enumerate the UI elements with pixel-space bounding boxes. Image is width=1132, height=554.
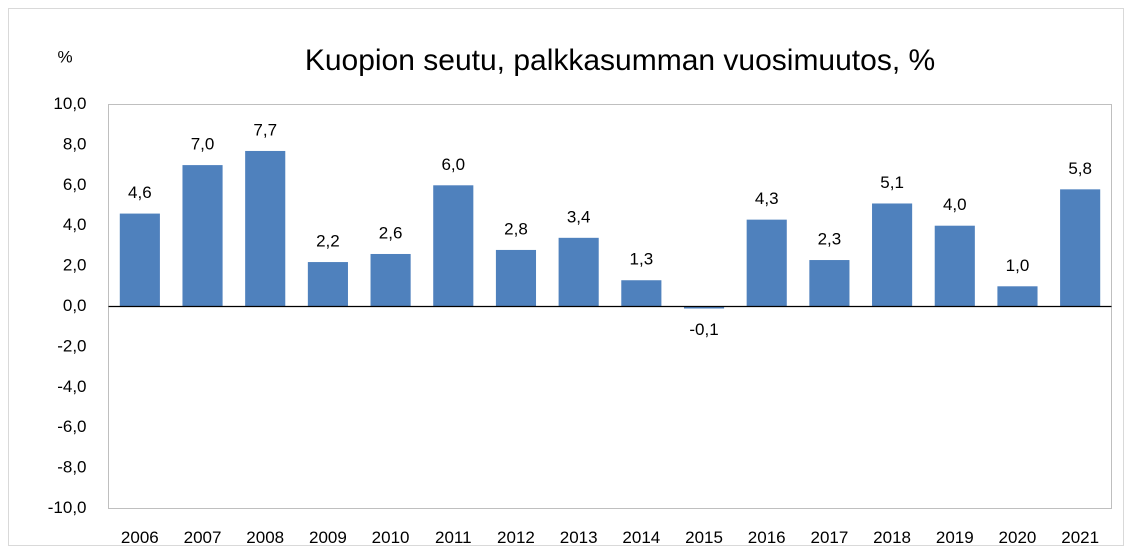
bar — [370, 253, 411, 307]
data-label: 1,0 — [1006, 256, 1030, 275]
data-label: 7,0 — [191, 135, 215, 154]
x-tick-label: 2007 — [184, 528, 222, 547]
bar — [182, 165, 223, 307]
bar — [934, 225, 975, 307]
x-tick-label: 2011 — [435, 528, 472, 547]
y-tick-label: 8,0 — [63, 134, 87, 153]
x-tick-label: 2019 — [936, 528, 974, 547]
bar — [558, 237, 599, 307]
bar — [683, 306, 725, 309]
y-tick-label: 6,0 — [63, 175, 87, 194]
data-label: 4,6 — [128, 183, 152, 202]
data-label: 4,0 — [943, 195, 967, 214]
x-tick-label: 2010 — [372, 528, 410, 547]
y-tick-label: -10,0 — [48, 498, 87, 517]
x-tick-label: 2020 — [999, 528, 1037, 547]
y-tick-label: -2,0 — [57, 336, 86, 355]
bar — [307, 262, 348, 307]
y-axis-label: % — [57, 47, 72, 66]
x-tick-label: 2006 — [121, 528, 159, 547]
x-tick-label: 2008 — [246, 528, 284, 547]
data-label: 7,7 — [253, 120, 277, 139]
x-tick-label: 2014 — [622, 528, 660, 547]
data-label: 3,4 — [567, 207, 591, 226]
x-tick-label: 2021 — [1061, 528, 1099, 547]
x-tick-label: 2013 — [560, 528, 598, 547]
x-tick-label: 2016 — [748, 528, 786, 547]
bar — [1060, 189, 1101, 307]
data-label: 4,3 — [755, 189, 779, 208]
bar — [809, 260, 850, 307]
data-label: 2,2 — [316, 232, 340, 251]
x-tick-label: 2015 — [685, 528, 723, 547]
data-label: 1,3 — [630, 250, 654, 269]
y-tick-label: -4,0 — [57, 377, 86, 396]
bar — [621, 280, 662, 307]
data-label: 5,8 — [1068, 159, 1092, 178]
data-label: -0,1 — [689, 320, 718, 339]
x-tick-label: 2017 — [810, 528, 848, 547]
bar — [119, 213, 160, 307]
chart-title: Kuopion seutu, palkkasumman vuosimuutos,… — [305, 44, 935, 77]
y-tick-label: 0,0 — [63, 296, 87, 315]
bar — [433, 185, 474, 307]
x-tick-label: 2018 — [873, 528, 911, 547]
data-label: 2,8 — [504, 219, 528, 238]
data-label: 5,1 — [880, 173, 904, 192]
y-tick-label: -8,0 — [57, 458, 86, 477]
bar — [495, 249, 537, 307]
x-tick-label: 2012 — [497, 528, 535, 547]
bar — [872, 203, 913, 307]
bar — [746, 219, 787, 307]
y-tick-label: -6,0 — [57, 417, 86, 436]
y-tick-label: 10,0 — [53, 94, 86, 113]
y-tick-label: 2,0 — [63, 256, 87, 275]
bar — [997, 286, 1038, 307]
data-label: 2,6 — [379, 223, 403, 242]
data-label: 2,3 — [818, 230, 842, 249]
bar — [245, 150, 286, 307]
data-label: 6,0 — [441, 155, 465, 174]
y-tick-label: 4,0 — [63, 215, 87, 234]
x-tick-label: 2009 — [309, 528, 347, 547]
